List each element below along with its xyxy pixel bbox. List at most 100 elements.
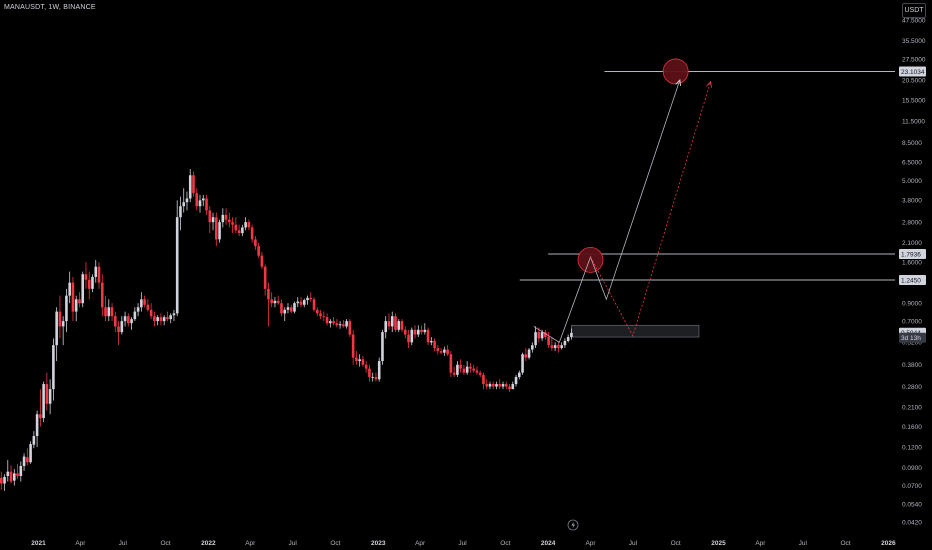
candle-body — [32, 436, 36, 445]
candle — [247, 219, 251, 231]
price-tick-label: 0.5200 — [902, 340, 922, 347]
lightning-icon[interactable] — [567, 519, 579, 531]
candle — [61, 316, 65, 346]
candle-body — [127, 316, 130, 324]
alt-projection-path — [590, 81, 711, 337]
candle-body — [332, 321, 335, 324]
candle — [374, 372, 378, 382]
candle — [179, 196, 182, 231]
time-tick-label: Oct — [161, 540, 171, 547]
candles-layer — [0, 168, 573, 491]
candle-body — [325, 317, 329, 324]
candle — [329, 319, 332, 328]
candle — [149, 303, 153, 320]
candle — [420, 325, 423, 335]
candle-body — [459, 364, 462, 369]
candle — [198, 194, 202, 213]
candle-body — [260, 255, 264, 267]
candle — [348, 319, 352, 338]
candle — [478, 370, 482, 378]
candle — [100, 274, 104, 317]
candle-body — [58, 311, 62, 327]
candle — [81, 271, 85, 308]
price-tick-label: 11.5000 — [902, 119, 925, 126]
price-axis[interactable]: 47.5000 35.5000 27.5000 20.5000 15.5000 11.50… — [902, 17, 926, 526]
candle — [218, 219, 221, 243]
candle-body — [231, 222, 234, 225]
candle-body — [403, 329, 407, 335]
candle — [296, 297, 300, 308]
candle — [342, 320, 345, 328]
candle-body — [553, 345, 557, 349]
candle-body — [113, 316, 117, 327]
candle — [263, 264, 267, 296]
candle-body — [136, 307, 140, 312]
candle — [270, 292, 273, 308]
candle-body — [205, 198, 208, 211]
candle — [166, 311, 169, 322]
candle — [280, 299, 283, 317]
candle-body — [527, 349, 531, 358]
candle-body — [329, 321, 332, 324]
candle-body — [97, 266, 101, 283]
currency-button[interactable]: USDT — [902, 3, 926, 18]
candle — [508, 384, 511, 392]
tag-background — [899, 66, 926, 77]
candle — [560, 342, 563, 350]
candle-body — [514, 377, 518, 385]
price-tick-label: 0.0700 — [902, 483, 922, 490]
time-tick-label: Apr — [585, 540, 596, 547]
candle — [521, 352, 524, 375]
candle — [397, 319, 401, 333]
time-tick-label: Oct — [841, 540, 851, 547]
candle-body — [557, 345, 560, 349]
candle-body — [381, 332, 384, 362]
candle-body — [544, 332, 547, 338]
arrowhead-icon — [706, 80, 712, 88]
candle — [188, 168, 192, 203]
candle — [351, 329, 355, 365]
candle — [544, 329, 547, 340]
candle — [143, 295, 146, 308]
candle — [35, 410, 39, 448]
candle-body — [250, 227, 254, 240]
candle — [498, 379, 502, 390]
candle — [358, 354, 361, 367]
candle-body — [472, 368, 475, 371]
candle-body — [188, 175, 192, 199]
candle-body — [420, 329, 423, 333]
candle — [22, 453, 26, 471]
candle-body — [214, 217, 218, 240]
candle-body — [570, 332, 573, 338]
tag-background — [899, 332, 926, 343]
candle — [325, 313, 329, 326]
candle — [237, 224, 241, 237]
candle — [250, 224, 254, 243]
candle — [345, 319, 348, 329]
candle — [224, 208, 228, 225]
time-axis[interactable]: 192021AprJulOct2022AprJulOct2023AprJulOc… — [0, 540, 896, 547]
price-tick-label: 0.2800 — [902, 384, 922, 391]
price-tick-label: 0.0900 — [902, 465, 922, 472]
candle — [146, 299, 150, 312]
candle-body — [563, 340, 567, 346]
candle-body — [289, 307, 293, 312]
candle-body — [12, 473, 16, 481]
candle-body — [166, 317, 169, 320]
candle — [52, 338, 55, 401]
candle-body — [413, 329, 417, 335]
candle — [244, 217, 247, 231]
candle — [208, 206, 212, 234]
candle — [491, 381, 495, 390]
candle-body — [377, 361, 381, 380]
time-tick-label: 2023 — [371, 540, 386, 547]
candle-body — [81, 274, 85, 304]
candle — [371, 372, 374, 382]
candle-body — [400, 321, 404, 330]
time-tick-label: Apr — [755, 540, 766, 547]
candle — [488, 381, 492, 390]
candle-body — [452, 372, 456, 375]
candle-body — [511, 384, 515, 390]
price-level-tag: 1.2450 — [899, 275, 926, 286]
